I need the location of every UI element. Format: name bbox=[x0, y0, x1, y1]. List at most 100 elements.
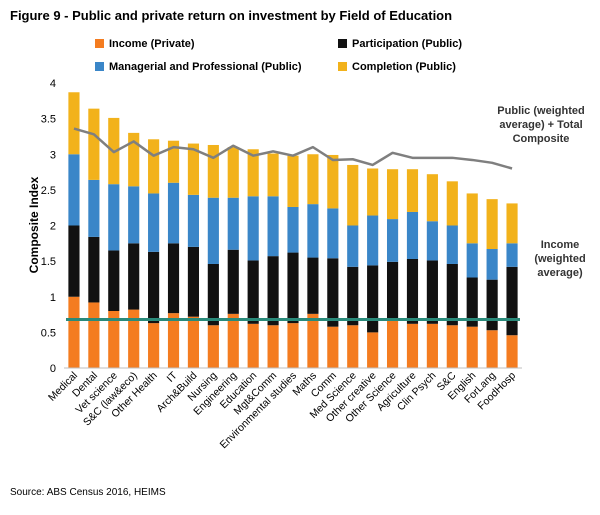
y-tick-label: 0 bbox=[50, 363, 56, 375]
bars bbox=[68, 92, 518, 368]
bar-managerial-and-professional-public-nursing bbox=[207, 197, 219, 264]
bar-managerial-and-professional-public-english bbox=[466, 243, 478, 278]
bar-participation-public-environmental-studies bbox=[287, 252, 299, 324]
bar-income-private-english bbox=[466, 326, 478, 368]
legend-swatch-participation bbox=[338, 39, 347, 48]
annotation-public-line1: Public (weighted bbox=[497, 105, 584, 117]
bar-participation-public-s-c-law-eco bbox=[128, 243, 140, 310]
bar-managerial-and-professional-public-environmental-studies bbox=[287, 206, 299, 253]
bar-income-private-s-c bbox=[446, 325, 458, 368]
bar-completion-public-med-science bbox=[347, 164, 359, 226]
bar-income-private-med-science bbox=[347, 325, 359, 368]
bar-completion-public-english bbox=[466, 193, 478, 244]
legend-label-participation: Participation (Public) bbox=[352, 38, 462, 50]
bar-income-private-engineering bbox=[227, 313, 239, 368]
bar-participation-public-english bbox=[466, 277, 478, 327]
bar-managerial-and-professional-public-agriculture bbox=[406, 211, 419, 259]
bar-managerial-and-professional-public-foodhosp bbox=[506, 243, 518, 267]
y-tick-label: 4 bbox=[50, 78, 56, 90]
bar-completion-public-s-c-law-eco bbox=[128, 132, 140, 187]
line-public-weighted-average-total-composite bbox=[73, 127, 513, 170]
bar-income-private-other-health bbox=[148, 323, 160, 368]
legend-swatch-managerial bbox=[95, 62, 104, 71]
bar-participation-public-clin-psych bbox=[426, 260, 438, 324]
bar-completion-public-agriculture bbox=[406, 169, 419, 212]
bar-income-private-other-science bbox=[386, 320, 399, 368]
bar-participation-public-it bbox=[167, 243, 180, 314]
bar-income-private-vet-science bbox=[108, 311, 120, 368]
bar-managerial-and-professional-public-s-c bbox=[446, 225, 458, 264]
bar-completion-public-engineering bbox=[227, 147, 239, 198]
bar-income-private-arch-build bbox=[187, 316, 200, 368]
bar-completion-public-other-health bbox=[148, 139, 160, 194]
bar-managerial-and-professional-public-it bbox=[167, 182, 180, 244]
bar-income-private-dental bbox=[88, 302, 100, 368]
bar-managerial-and-professional-public-vet-science bbox=[108, 184, 120, 251]
bar-completion-public-arch-build bbox=[187, 143, 200, 195]
annotation-income-avg: Income (weighted average) bbox=[534, 239, 585, 279]
legend: Income (Private) Participation (Public) … bbox=[95, 38, 462, 73]
legend-label-income-private: Income (Private) bbox=[109, 38, 195, 50]
bar-managerial-and-professional-public-clin-psych bbox=[426, 221, 438, 261]
bar-participation-public-comm bbox=[327, 258, 339, 327]
bar-completion-public-maths bbox=[307, 154, 319, 205]
bar-managerial-and-professional-public-dental bbox=[88, 179, 100, 237]
chart-title: Figure 9 - Public and private return on … bbox=[10, 8, 452, 23]
bar-completion-public-mgt-comm bbox=[267, 153, 279, 197]
y-tick-label: 1.5 bbox=[41, 256, 56, 268]
bar-participation-public-education bbox=[247, 260, 259, 324]
bar-income-private-forlang bbox=[486, 330, 498, 368]
bar-completion-public-foodhosp bbox=[506, 203, 518, 244]
bar-participation-public-vet-science bbox=[108, 250, 120, 311]
y-tick-label: 2.5 bbox=[41, 185, 56, 197]
bar-managerial-and-professional-public-arch-build bbox=[187, 194, 200, 247]
legend-swatch-income-private bbox=[95, 39, 104, 48]
bar-participation-public-medical bbox=[68, 225, 80, 297]
bar-managerial-and-professional-public-other-creative bbox=[367, 215, 379, 266]
bar-managerial-and-professional-public-forlang bbox=[486, 249, 498, 280]
y-tick-label: 3.5 bbox=[41, 114, 56, 126]
bar-income-private-comm bbox=[327, 326, 339, 368]
bar-income-private-other-creative bbox=[367, 332, 379, 368]
legend-swatch-completion bbox=[338, 62, 347, 71]
y-tick-label: 1 bbox=[50, 292, 56, 304]
bar-participation-public-dental bbox=[88, 236, 100, 303]
y-axis-label: Composite Index bbox=[27, 176, 41, 273]
bar-managerial-and-professional-public-s-c-law-eco bbox=[128, 186, 140, 244]
bar-completion-public-comm bbox=[327, 154, 339, 209]
bar-participation-public-s-c bbox=[446, 263, 458, 326]
y-tick-label: 3 bbox=[50, 149, 56, 161]
bar-participation-public-other-creative bbox=[367, 265, 379, 333]
bar-income-private-agriculture bbox=[406, 323, 419, 368]
bar-income-private-nursing bbox=[207, 325, 219, 368]
annotation-income-line1: Income bbox=[541, 239, 580, 251]
bar-participation-public-mgt-comm bbox=[267, 256, 279, 326]
bar-income-private-environmental-studies bbox=[287, 323, 299, 368]
bar-completion-public-other-creative bbox=[367, 168, 379, 216]
bar-completion-public-dental bbox=[88, 108, 100, 180]
source-note: Source: ABS Census 2016, HEIMS bbox=[10, 487, 166, 498]
bar-participation-public-med-science bbox=[347, 266, 359, 326]
bar-participation-public-foodhosp bbox=[506, 266, 518, 336]
bar-income-private-it bbox=[167, 313, 180, 368]
legend-label-completion: Completion (Public) bbox=[352, 61, 456, 73]
annotation-income-line2: (weighted bbox=[534, 253, 585, 265]
bar-participation-public-maths bbox=[307, 257, 319, 314]
bar-completion-public-s-c bbox=[446, 181, 458, 226]
bar-income-private-foodhosp bbox=[506, 335, 518, 368]
bar-income-private-maths bbox=[307, 313, 319, 368]
bar-managerial-and-professional-public-medical bbox=[68, 154, 80, 226]
bar-managerial-and-professional-public-other-science bbox=[386, 219, 399, 262]
bar-completion-public-forlang bbox=[486, 199, 498, 250]
bar-completion-public-medical bbox=[68, 92, 80, 155]
y-tick-label: 2 bbox=[50, 221, 56, 233]
bar-completion-public-environmental-studies bbox=[287, 155, 299, 207]
bar-managerial-and-professional-public-engineering bbox=[227, 197, 239, 250]
bar-managerial-and-professional-public-education bbox=[247, 196, 259, 261]
bar-participation-public-agriculture bbox=[406, 258, 419, 324]
bar-income-private-medical bbox=[68, 296, 80, 368]
bar-managerial-and-professional-public-other-health bbox=[148, 193, 160, 252]
bar-participation-public-engineering bbox=[227, 249, 239, 314]
